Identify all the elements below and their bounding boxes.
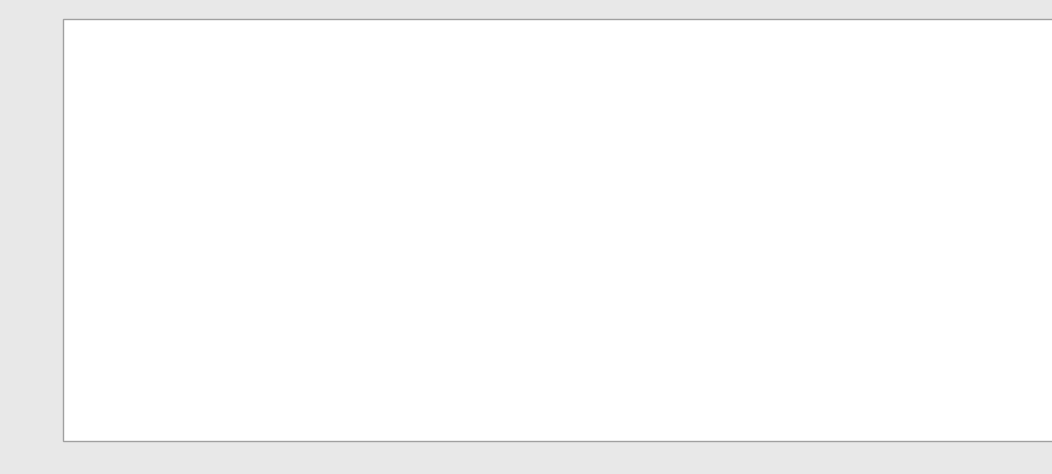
Text: 8%: 8% (646, 351, 667, 364)
Text: 49%: 49% (692, 95, 721, 108)
Bar (176, 199, 225, 417)
Bar (225, 192, 276, 417)
Bar (504, 292, 553, 417)
Text: 35%: 35% (186, 182, 215, 196)
Text: 20%: 20% (514, 276, 543, 289)
Bar (453, 205, 504, 417)
Text: 46%: 46% (414, 114, 443, 127)
Text: 29%: 29% (287, 220, 315, 233)
Text: 44%: 44% (743, 127, 771, 139)
Text: 34%: 34% (465, 189, 492, 202)
Bar (682, 111, 731, 417)
Legend: III, IV, V: III, IV, V (855, 155, 907, 230)
Bar (732, 143, 782, 417)
Bar (631, 367, 682, 417)
Text: 36%: 36% (237, 176, 265, 189)
Bar (404, 130, 453, 417)
Bar (276, 236, 326, 417)
